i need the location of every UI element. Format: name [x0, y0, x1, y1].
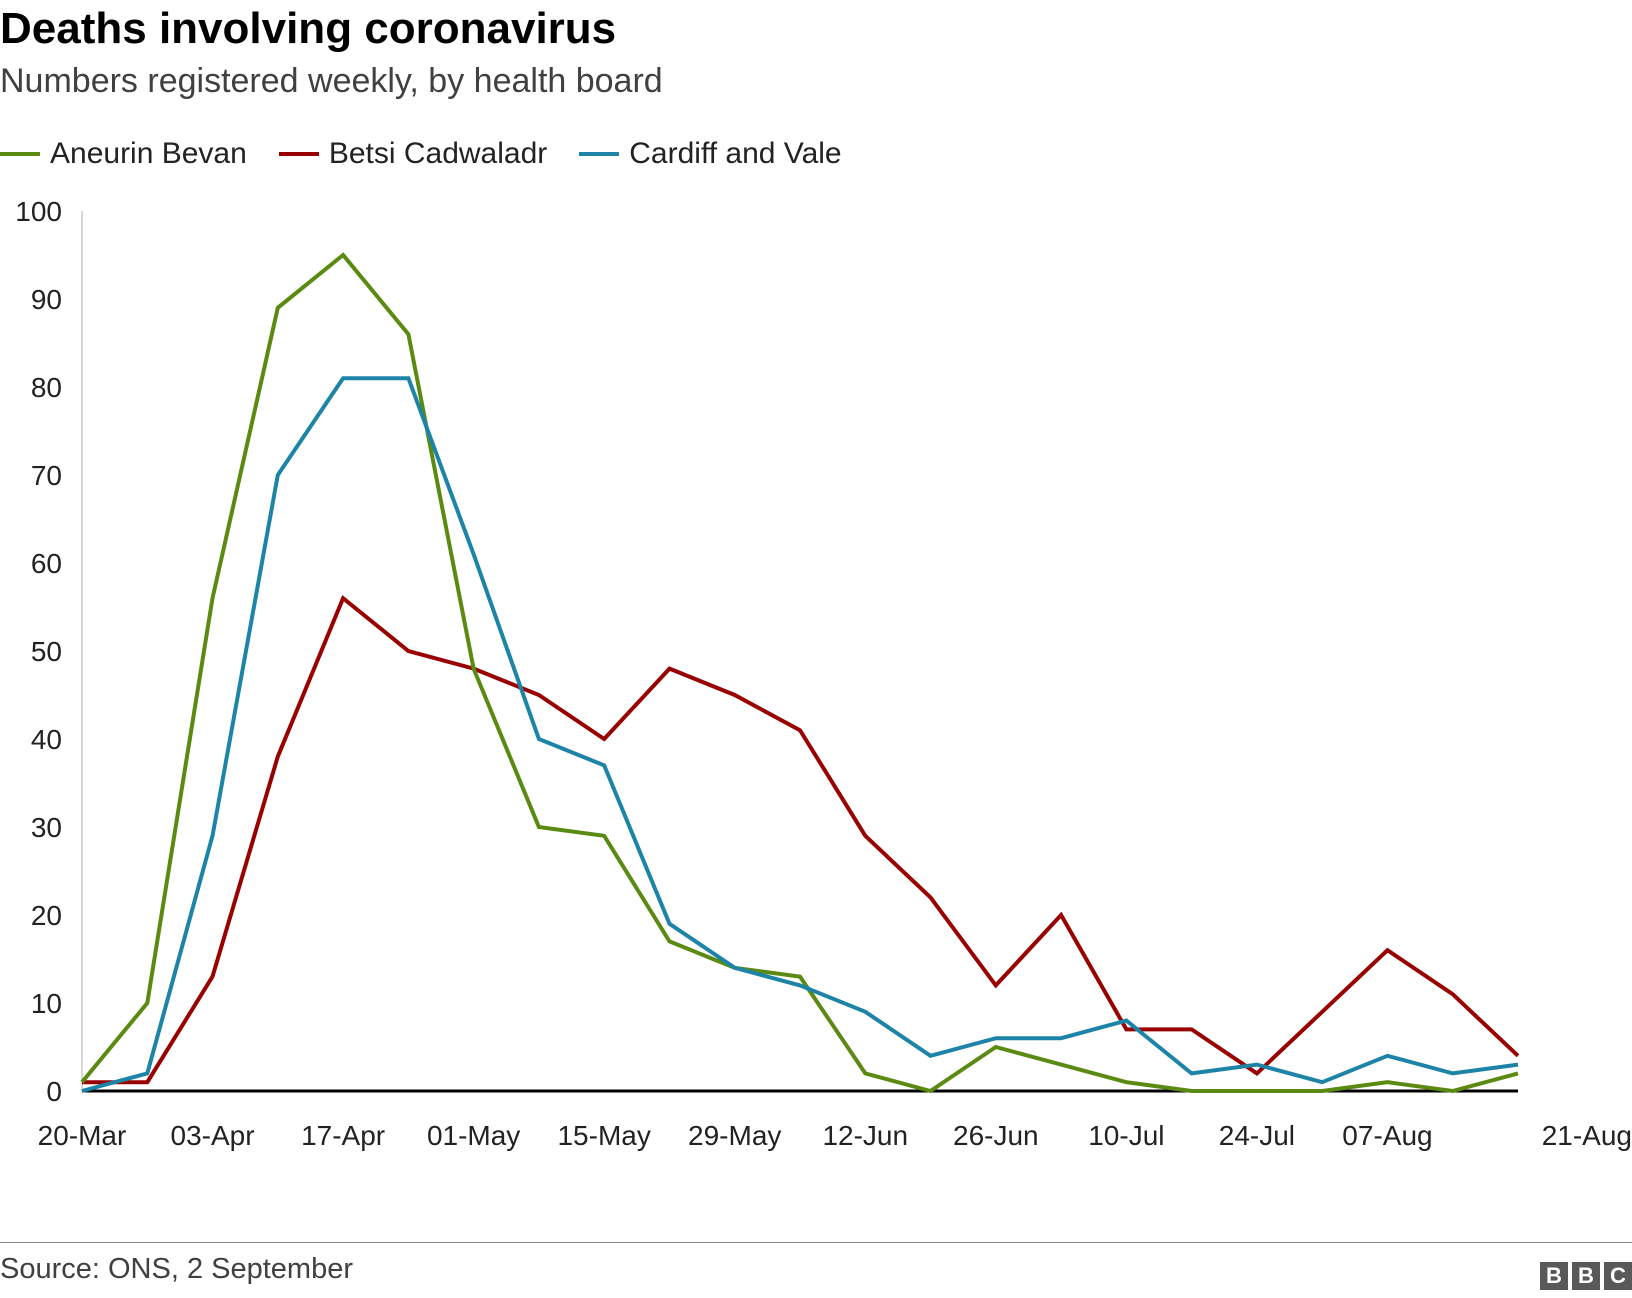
- x-tick-label: 10-Jul: [1088, 1120, 1164, 1151]
- legend-label-betsi-cadwaladr: Betsi Cadwaladr: [328, 137, 548, 170]
- bbc-logo-block-1: B: [1540, 1262, 1568, 1290]
- chart-title: Deaths involving coronavirus: [0, 4, 617, 53]
- y-axis: 0 10 20 30 40 50 60 70 80 90 100: [15, 196, 83, 1107]
- series-line-aneurin-bevan: [80, 252, 1519, 1094]
- series-lines: [80, 252, 1520, 1094]
- x-axis: 20-Mar 03-Apr 17-Apr 01-May 15-May 29-May 12-J…: [38, 1089, 1632, 1151]
- series-line-cardiff-and-vale: [81, 376, 1519, 1093]
- legend-swatch-betsi-cadwaladr: [278, 152, 319, 156]
- line-chart: 0 10 20 30 40 50 60 70 80 90 100 20-Mar 03-Apr 17-Ap…: [15, 196, 1632, 1151]
- legend: Aneurin Bevan Betsi Cadwaladr Cardiff an…: [0, 134, 874, 174]
- legend-item-cardiff-and-vale: Cardiff and Vale: [579, 137, 842, 171]
- x-tick-label: 12-Jun: [822, 1120, 908, 1151]
- x-tick-label: 17-Apr: [301, 1120, 385, 1151]
- x-tick-label: 07-Aug: [1342, 1120, 1432, 1151]
- x-tick-label: 24-Jul: [1219, 1120, 1295, 1151]
- y-tick-label: 80: [31, 372, 62, 403]
- y-tick-label: 70: [31, 460, 62, 491]
- y-tick-label: 90: [31, 284, 62, 315]
- legend-label-aneurin-bevan: Aneurin Bevan: [50, 137, 247, 170]
- legend-item-aneurin-bevan: Aneurin Bevan: [0, 137, 247, 171]
- y-tick-label: 20: [31, 900, 62, 931]
- x-tick-label: 29-May: [688, 1120, 781, 1151]
- y-tick-label: 30: [31, 812, 62, 843]
- chart-subtitle: Numbers registered weekly, by health boa…: [0, 62, 663, 100]
- legend-swatch-cardiff-and-vale: [579, 152, 620, 156]
- x-tick-label: 20-Mar: [38, 1120, 127, 1151]
- bbc-logo-block-2: B: [1572, 1262, 1600, 1290]
- x-tick-label: 03-Apr: [171, 1120, 255, 1151]
- y-tick-label: 10: [31, 988, 62, 1019]
- x-tick-label: 01-May: [427, 1120, 520, 1151]
- bbc-logo: B B C: [1536, 1262, 1632, 1290]
- x-tick-label: 26-Jun: [953, 1120, 1039, 1151]
- x-tick-label: 21-Aug: [1542, 1120, 1632, 1151]
- y-tick-label: 50: [31, 636, 62, 667]
- legend-swatch-aneurin-bevan: [0, 152, 40, 156]
- y-tick-label: 0: [46, 1076, 62, 1107]
- series-line-betsi-cadwaladr: [82, 594, 1520, 1085]
- x-tick-label: 15-May: [557, 1120, 650, 1151]
- footer-divider: [0, 1242, 1632, 1243]
- source-note: Source: ONS, 2 September: [0, 1253, 353, 1285]
- legend-item-betsi-cadwaladr: Betsi Cadwaladr: [278, 137, 548, 171]
- y-tick-label: 60: [31, 548, 62, 579]
- y-tick-label: 40: [31, 724, 62, 755]
- y-tick-label: 100: [15, 196, 62, 227]
- legend-label-cardiff-and-vale: Cardiff and Vale: [629, 137, 842, 170]
- bbc-logo-block-3: C: [1604, 1262, 1632, 1290]
